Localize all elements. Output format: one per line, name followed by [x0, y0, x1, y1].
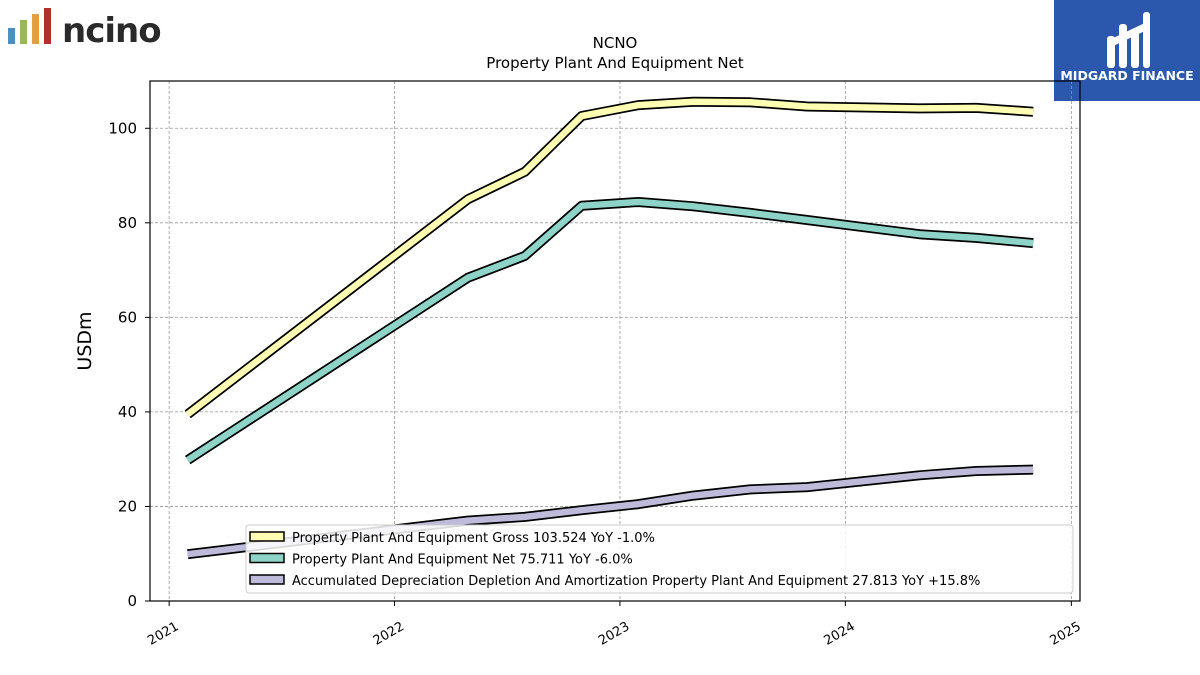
series-layer	[184, 96, 1034, 560]
grid	[150, 81, 1080, 601]
series-line-outline	[184, 96, 1034, 419]
bar-chart-icon	[8, 8, 51, 44]
legend-label: Accumulated Depreciation Depletion And A…	[292, 574, 980, 589]
y-tick-label: 40	[118, 403, 137, 421]
legend-label: Property Plant And Equipment Gross 103.5…	[292, 531, 655, 546]
x-tick-label: 2024	[822, 619, 858, 649]
series-line-outline	[184, 197, 1034, 465]
legend-item: Property Plant And Equipment Gross 103.5…	[249, 531, 655, 546]
y-tick-label: 60	[118, 308, 137, 326]
series-0	[184, 96, 1034, 419]
legend-item: Accumulated Depreciation Depletion And A…	[249, 574, 980, 589]
x-tick-label: 2023	[596, 619, 632, 649]
series-line	[185, 198, 1034, 463]
ncino-logo-text: ncino	[62, 11, 161, 46]
y-axis-label: USDm	[74, 311, 96, 370]
midgard-finance-logo: MIDGARD FINANCE	[1054, 0, 1200, 101]
x-tick-label: 2021	[145, 619, 181, 649]
y-tick-label: 20	[118, 497, 137, 515]
legend-item: Property Plant And Equipment Net 75.711 …	[249, 552, 633, 568]
y-tick-label: 0	[127, 592, 137, 610]
ncino-logo: ncino	[8, 8, 162, 46]
plot-frame	[149, 80, 1081, 602]
y-tick-label: 100	[108, 119, 137, 137]
legend-box	[245, 524, 1074, 594]
midgard-mark-icon	[1107, 12, 1150, 68]
x-tick-label: 2025	[1048, 619, 1084, 649]
y-tick-label: 80	[118, 214, 137, 232]
midgard-logo-text: MIDGARD FINANCE	[1060, 68, 1193, 83]
x-tick-label: 2022	[371, 619, 407, 649]
legend: Property Plant And Equipment Gross 103.5…	[245, 524, 1074, 594]
series-2	[187, 464, 1034, 560]
series-1	[184, 197, 1034, 465]
chart-title: NCNO	[593, 34, 638, 52]
legend-swatch	[249, 552, 285, 564]
series-line	[185, 98, 1034, 417]
series-line	[187, 466, 1034, 558]
legend-swatch	[249, 531, 285, 542]
chart-subtitle: Property Plant And Equipment Net	[486, 54, 743, 72]
legend-swatch	[249, 574, 285, 585]
legend-label: Property Plant And Equipment Net 75.711 …	[292, 553, 633, 568]
